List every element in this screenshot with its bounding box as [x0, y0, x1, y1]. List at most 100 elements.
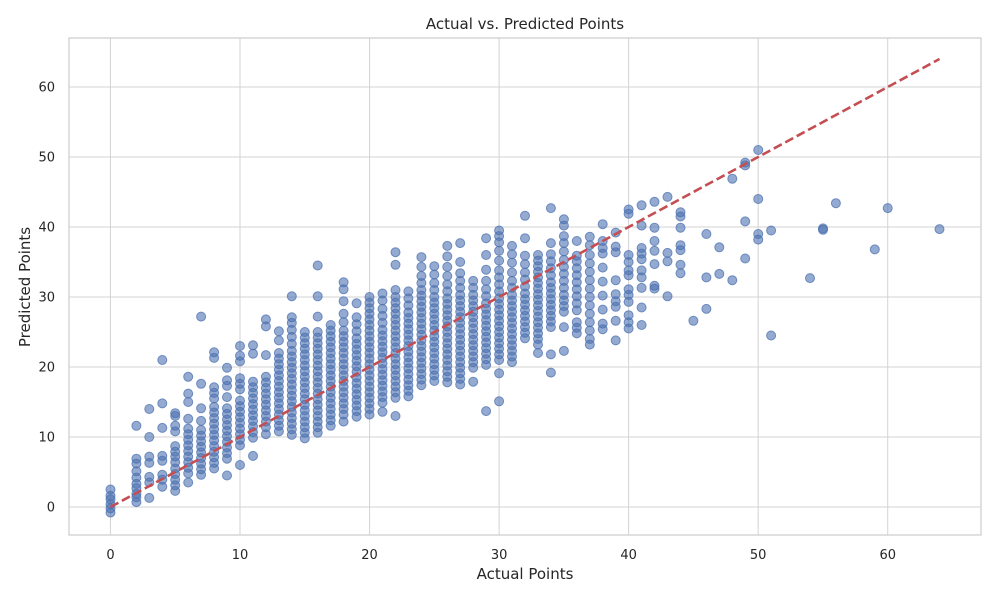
data-point [157, 422, 168, 433]
data-point [753, 145, 764, 155]
data-point [818, 224, 828, 235]
data-point [209, 393, 220, 404]
data-point [636, 282, 647, 293]
data-point [701, 229, 712, 239]
data-point [157, 355, 168, 365]
data-point [403, 391, 414, 402]
data-point [507, 249, 517, 260]
data-point [714, 242, 725, 253]
data-point [623, 270, 634, 281]
data-point [584, 231, 595, 242]
data-point [248, 450, 258, 461]
data-point [442, 271, 453, 281]
chart-title: Actual vs. Predicted Points [426, 15, 624, 33]
data-point [390, 411, 401, 421]
data-point [105, 507, 116, 518]
data-point [312, 427, 323, 438]
data-point [766, 330, 777, 341]
data-point [235, 440, 245, 451]
data-point [520, 333, 530, 344]
data-point [934, 224, 945, 235]
reference-line-group [109, 57, 941, 509]
data-point [520, 259, 530, 270]
data-point [429, 269, 440, 280]
x-tick-label: 60 [879, 548, 896, 563]
data-point [584, 300, 595, 311]
data-point [131, 420, 142, 431]
data-point [170, 485, 181, 496]
data-point [558, 246, 569, 257]
data-point [157, 455, 168, 466]
data-point [455, 238, 466, 249]
data-point [131, 497, 142, 508]
data-point [584, 339, 595, 350]
data-point [623, 208, 634, 219]
data-point [481, 233, 492, 244]
data-point [455, 257, 466, 267]
data-point [494, 368, 505, 379]
data-point [222, 392, 232, 403]
data-point [740, 253, 751, 264]
data-point [753, 234, 764, 245]
data-point [325, 420, 336, 431]
data-point [494, 237, 505, 248]
data-point [545, 322, 556, 333]
y-tick-labels: 0 10 20 30 40 50 60 [38, 81, 55, 516]
data-point [416, 380, 427, 391]
data-point [649, 196, 660, 207]
data-point [248, 340, 258, 351]
data-point [248, 432, 258, 443]
data-point [805, 273, 815, 284]
y-tick-label: 20 [38, 361, 55, 376]
data-point [753, 194, 764, 204]
data-point [144, 457, 155, 468]
data-point [183, 477, 194, 488]
data-point [222, 470, 232, 481]
data-point [286, 291, 297, 302]
data-point [533, 339, 543, 350]
data-point [351, 298, 362, 309]
data-point [377, 397, 388, 408]
data-point [558, 238, 569, 249]
data-point [597, 219, 608, 230]
data-point [662, 256, 673, 267]
data-point [533, 348, 543, 358]
data-point [260, 321, 271, 332]
data-point [442, 251, 453, 262]
y-tick-label: 60 [38, 81, 55, 96]
data-point [649, 259, 660, 270]
data-point [481, 250, 492, 260]
x-tick-label: 30 [491, 548, 508, 563]
data-point [273, 326, 284, 337]
data-point [584, 258, 595, 269]
data-point [675, 211, 686, 222]
data-point [727, 173, 738, 184]
data-point [584, 308, 595, 319]
y-tick-label: 30 [38, 291, 55, 306]
data-point [610, 335, 621, 346]
data-point [390, 247, 401, 258]
reference-line [109, 57, 941, 509]
data-point [183, 397, 194, 407]
data-point [623, 296, 634, 307]
data-point [558, 345, 569, 356]
data-point [727, 275, 738, 286]
data-point [584, 292, 595, 302]
data-point [571, 328, 582, 339]
data-point [545, 238, 556, 249]
data-point [610, 315, 621, 326]
data-point [571, 305, 582, 316]
data-point [273, 335, 284, 346]
data-point [481, 359, 492, 370]
data-point [481, 406, 492, 417]
data-point [390, 259, 401, 270]
data-point [235, 460, 245, 470]
data-point [157, 481, 168, 492]
data-point [597, 262, 608, 273]
data-point [209, 463, 220, 474]
data-point [623, 257, 634, 267]
data-point [597, 276, 608, 287]
data-point [571, 236, 582, 246]
data-point [584, 325, 595, 336]
